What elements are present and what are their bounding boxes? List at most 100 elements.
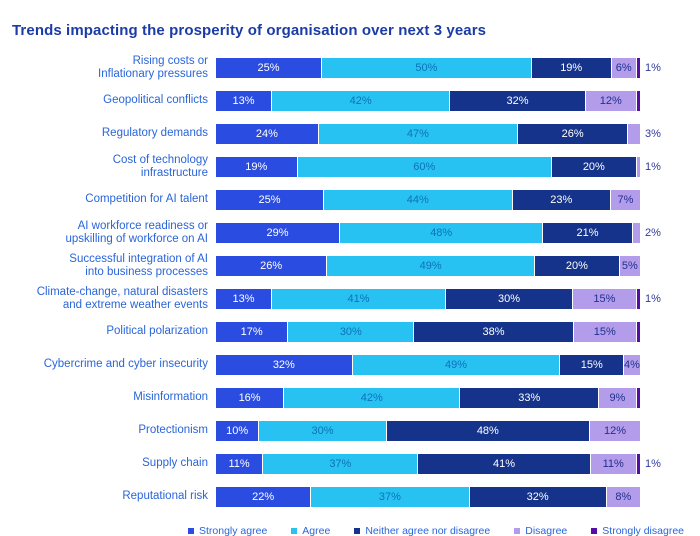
bar-segment-strongly-agree: 17% — [216, 321, 288, 342]
bar-segment-strongly-agree: 10% — [216, 420, 259, 441]
outside-value-label: 1% — [645, 61, 661, 74]
bar-segment-strongly-agree: 11% — [216, 453, 263, 474]
legend-label: Strongly agree — [199, 525, 268, 536]
bar-segment-neither-agree-nor-disagree: 30% — [444, 288, 573, 309]
outside-value-label: 2% — [645, 226, 661, 239]
bar-track: 19% 60% 20% — [216, 156, 640, 177]
outside-value-label: 1% — [645, 292, 661, 305]
legend-swatch-icon — [354, 528, 361, 534]
bar-track: 25% 44% 23% 7% — [216, 189, 640, 210]
chart-row: Misinformation 16% 42% 33% 9% — [10, 381, 692, 414]
bar-segment-agree: 37% — [262, 453, 418, 474]
category-label: Misinformation — [133, 391, 208, 404]
bar-segment-disagree — [627, 123, 640, 144]
chart-row: Cost of technology infrastructure 19% 60% 20… — [10, 150, 692, 183]
chart-row: Regulatory demands 24% 47% 26% 3% — [10, 117, 692, 150]
bar-segment-neither-agree-nor-disagree: 48% — [385, 420, 590, 441]
bar-segment-agree: 49% — [351, 354, 560, 375]
chart-row: Competition for AI talent 25% 44% 23% 7% — [10, 183, 692, 216]
bar-segment-strongly-agree: 24% — [216, 123, 318, 144]
category-label: AI workforce readiness or upskilling of w… — [65, 219, 208, 245]
bar-segment-strongly-agree: 25% — [216, 57, 321, 78]
legend-item: Strongly agree — [188, 525, 267, 536]
bar-segment-agree: 48% — [338, 222, 543, 243]
bar-segment-agree: 37% — [310, 486, 469, 507]
bar-segment-neither-agree-nor-disagree: 20% — [550, 156, 636, 177]
chart-row: Cybercrime and cyber insecurity 32% 49% 15%… — [10, 348, 692, 381]
bar-track: 29% 48% 21% — [216, 222, 640, 243]
bar-segment-disagree: 9% — [598, 387, 636, 408]
bar-segment-neither-agree-nor-disagree: 26% — [517, 123, 628, 144]
bar-segment-neither-agree-nor-disagree: 32% — [449, 90, 585, 111]
category-label: Climate-change, natural disasters and ext… — [36, 285, 208, 311]
bar-track: 25% 50% 19% 6% — [216, 57, 640, 78]
category-label: Cybercrime and cyber insecurity — [43, 358, 208, 371]
bar-segment-strongly-disagree — [635, 288, 640, 309]
category-label: Geopolitical conflicts — [103, 94, 208, 107]
bar-segment-strongly-agree: 25% — [216, 189, 324, 210]
outside-value-label: 1% — [645, 160, 661, 173]
bar-segment-disagree: 15% — [572, 321, 636, 342]
bar-segment-strongly-agree: 13% — [216, 288, 272, 309]
stacked-bar-chart: Rising costs or Inflationary pressures 25%… — [10, 51, 692, 513]
bar-segment-disagree — [635, 156, 640, 177]
bar-segment-neither-agree-nor-disagree: 33% — [459, 387, 598, 408]
bar-segment-disagree: 11% — [589, 453, 636, 474]
bar-segment-disagree: 12% — [589, 420, 640, 441]
bar-segment-strongly-disagree — [635, 321, 640, 342]
bar-segment-neither-agree-nor-disagree: 15% — [559, 354, 624, 375]
chart-row: Protectionism 10% 30% 48% 12% — [10, 414, 692, 447]
category-label: Political polarization — [106, 325, 208, 338]
legend-swatch-icon — [188, 528, 194, 534]
bar-segment-strongly-agree: 29% — [216, 222, 339, 243]
legend-swatch-icon — [514, 528, 521, 534]
bar-segment-strongly-agree: 32% — [216, 354, 352, 375]
bar-segment-disagree — [631, 222, 640, 243]
bar-segment-disagree: 15% — [572, 288, 636, 309]
bar-track: 24% 47% 26% — [216, 123, 640, 144]
bar-segment-agree: 49% — [326, 255, 534, 276]
bar-segment-strongly-disagree — [635, 453, 640, 474]
category-label: Protectionism — [138, 424, 208, 437]
bar-track: 32% 49% 15% 4% — [216, 354, 640, 375]
chart-row: AI workforce readiness or upskilling of w… — [10, 216, 692, 249]
bar-segment-disagree: 7% — [610, 189, 640, 210]
bar-segment-strongly-agree: 13% — [216, 90, 272, 111]
bar-segment-neither-agree-nor-disagree: 21% — [542, 222, 632, 243]
bar-segment-neither-agree-nor-disagree: 41% — [417, 453, 590, 474]
legend-label: Strongly disagree — [602, 525, 684, 536]
bar-segment-disagree: 4% — [623, 354, 640, 375]
bar-segment-agree: 47% — [317, 123, 518, 144]
bar-track: 13% 42% 32% 12% — [216, 90, 640, 111]
legend-swatch-icon — [291, 528, 298, 534]
bar-track: 13% 41% 30% 15% — [216, 288, 640, 309]
bar-segment-agree: 60% — [296, 156, 551, 177]
bar-segment-agree: 50% — [320, 57, 531, 78]
bar-track: 10% 30% 48% 12% — [216, 420, 640, 441]
bar-segment-strongly-agree: 22% — [216, 486, 311, 507]
category-label: Competition for AI talent — [85, 193, 208, 206]
bar-segment-disagree: 5% — [618, 255, 640, 276]
bar-track: 26% 49% 20% 5% — [216, 255, 640, 276]
chart-title: Trends impacting the prosperity of organ… — [12, 22, 487, 39]
bar-segment-disagree: 6% — [610, 57, 636, 78]
outside-value-label: 3% — [645, 127, 661, 140]
chart-row: Political polarization 17% 30% 38% 15% — [10, 315, 692, 348]
category-label: Regulatory demands — [101, 127, 208, 140]
outside-value-label: 1% — [645, 457, 661, 470]
bar-segment-neither-agree-nor-disagree: 38% — [413, 321, 573, 342]
legend-swatch-icon — [591, 528, 598, 534]
legend-item: Strongly disagree — [591, 525, 684, 536]
bar-segment-agree: 30% — [258, 420, 386, 441]
bar-segment-strongly-agree: 19% — [216, 156, 297, 177]
category-label: Rising costs or Inflationary pressures — [98, 54, 208, 80]
chart-row: Reputational risk 22% 37% 32% 8% — [10, 480, 692, 513]
chart-row: Rising costs or Inflationary pressures 25%… — [10, 51, 692, 84]
legend-label: Disagree — [525, 525, 568, 536]
bar-segment-neither-agree-nor-disagree: 20% — [533, 255, 619, 276]
bar-segment-agree: 42% — [271, 90, 450, 111]
bar-segment-strongly-agree: 16% — [216, 387, 284, 408]
chart-row: Supply chain 11% 37% 41% 11% 1% — [10, 447, 692, 480]
category-label: Supply chain — [142, 457, 208, 470]
